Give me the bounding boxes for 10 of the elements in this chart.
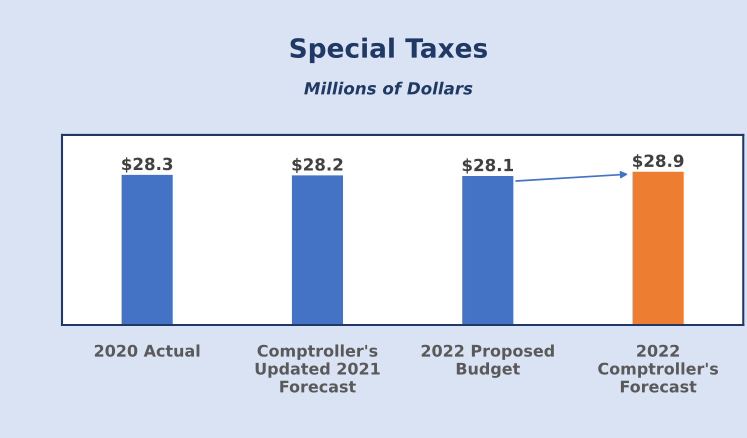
data-label: $28.1: [462, 158, 514, 174]
x-tick-label: 2022 Proposed Budget: [422, 344, 554, 378]
chart-subtitle: Millions of Dollars: [304, 82, 472, 95]
x-tick-label: Comptroller's Updated 2021 Forecast: [256, 344, 380, 393]
data-label: $28.9: [633, 154, 684, 170]
x-tick-label: 2020 Actual: [94, 344, 200, 357]
x-tick-label: 2022 Comptroller's Forecast: [598, 344, 718, 393]
data-label: $28.3: [122, 157, 172, 172]
data-label: $28.2: [292, 158, 342, 174]
chart-title: Special Taxes: [290, 38, 487, 64]
